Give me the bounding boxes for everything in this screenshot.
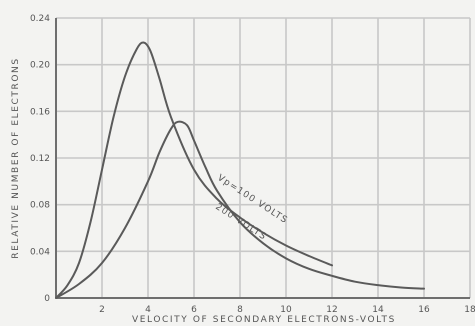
y-tick-label: 0 [44, 294, 50, 304]
axes [55, 18, 470, 299]
y-tick-label: 0.16 [30, 107, 50, 117]
series-lines [55, 41, 425, 299]
x-tick-label: 12 [326, 305, 337, 315]
series-line-vp100 [55, 41, 333, 299]
tick-labels: 2 4 6 8 10 12 14 16 18 0 0.04 0.08 0.12 0.16 0.20 0.24 [30, 14, 475, 315]
x-axis-title: VELOCITY OF SECONDARY ELECTRONS-VOLTS [132, 315, 396, 325]
x-tick-label: 10 [280, 305, 292, 315]
x-tick-label: 4 [145, 305, 151, 315]
x-tick-label: 18 [464, 305, 475, 315]
x-tick-label: 6 [191, 305, 197, 315]
y-tick-label: 0.04 [30, 247, 50, 257]
y-axis-title: RELATIVE NUMBER OF ELECTRONS [11, 57, 21, 258]
y-tick-label: 0.08 [30, 201, 50, 211]
y-tick-label: 0.24 [30, 14, 50, 24]
grid [56, 17, 471, 298]
x-tick-label: 8 [237, 305, 243, 315]
x-tick-label: 16 [418, 305, 430, 315]
y-tick-label: 0.12 [30, 154, 50, 164]
x-tick-label: 14 [372, 305, 384, 315]
y-tick-label: 0.20 [30, 61, 50, 71]
x-tick-label: 2 [99, 305, 105, 315]
series-line-200-volts [55, 120, 425, 299]
